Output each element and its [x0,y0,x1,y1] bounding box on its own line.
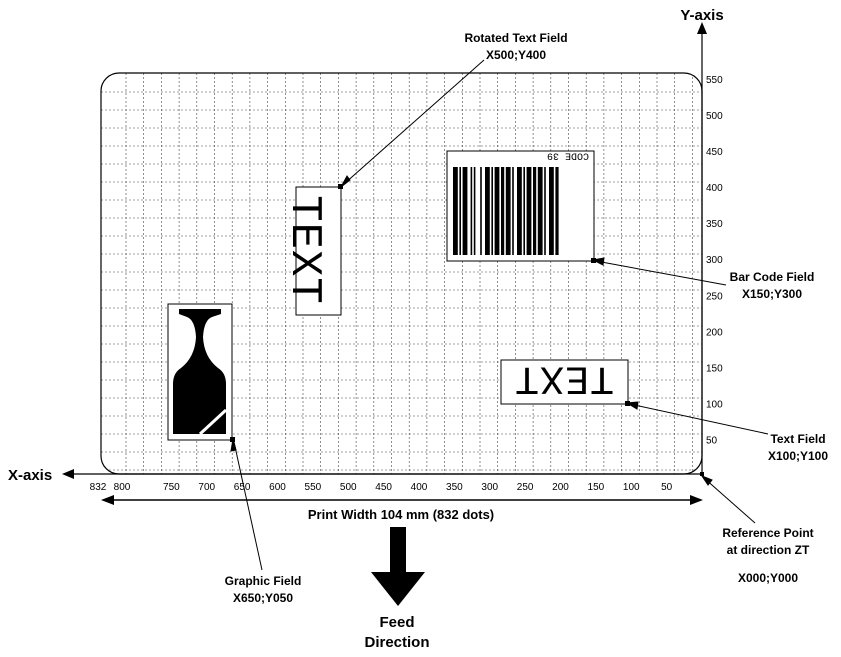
barcode-bar [473,167,476,255]
glass-graphic [173,309,226,434]
x-axis-arrowhead [62,469,74,479]
x-tick-label: 600 [269,482,286,493]
graphic-field [167,303,235,442]
y-tick-label: 300 [706,255,723,266]
y-tick-label: 100 [706,399,723,410]
x-tick-label: 150 [588,482,605,493]
x-tick-label: 650 [234,482,251,493]
barcode-bar [462,167,468,255]
x-tick-label: 350 [446,482,463,493]
barcode-bar [523,167,525,255]
x-tick-label: 100 [623,482,640,493]
grid [101,73,702,474]
reference-callout-coords: X000;Y000 [738,571,798,585]
reference-point-marker [700,472,704,476]
x-axis-label: X-axis [8,467,52,484]
x-tick-label: 550 [305,482,322,493]
y-tick-label: 500 [706,111,723,122]
y-tick-label: 150 [706,363,723,374]
print-width-arrow-right [690,495,703,505]
text-field: TEXT [500,355,630,406]
graphic-callout-title: Graphic Field [225,574,302,588]
barcode-bar [533,167,537,255]
barcode-bar [501,167,505,255]
y-axis-arrowhead [697,22,707,34]
feed-direction-arrow [371,527,425,606]
text-field-callout-coords: X100;Y100 [768,449,828,463]
bar-code-callout-title: Bar Code Field [730,270,815,284]
barcode-bar [480,167,482,255]
text-field-content: TEXT [514,355,614,400]
x-tick-label: 50 [661,482,673,493]
callout-leaders [230,59,769,571]
barcode-bar [555,167,559,255]
barcode-bar [549,167,554,255]
barcode-bar [512,167,514,255]
text-field-callout-title: Text Field [770,432,825,446]
x-tick-label: 700 [198,482,215,493]
barcode-bar [485,167,490,255]
print-width-arrow-left [101,495,114,505]
x-tick-label: 800 [114,482,131,493]
barcode-bar [453,167,458,255]
x-tick-label: 500 [340,482,357,493]
x-tick-label: 832 [90,482,107,493]
feed-label-line2: Direction [364,634,429,651]
y-tick-label: 400 [706,183,723,194]
graphic-callout-coords: X650;Y050 [233,591,293,605]
x-tick-label: 250 [517,482,534,493]
barcode-bar [470,167,473,255]
rotated-text-content: TEXT [279,195,329,305]
print-width-label: Print Width 104 mm (832 dots) [308,507,494,522]
barcode-bar [491,167,493,255]
barcode-bars [453,167,559,255]
x-tick-label: 300 [481,482,498,493]
rotated-text-callout-coords: X500;Y400 [486,48,546,62]
y-axis-label: Y-axis [680,7,723,24]
reference-callout-title1: Reference Point [722,526,813,540]
barcode-bar [537,167,543,255]
x-tick-labels: 832 800 750 700 650 600 550 500 450 400 350 300 250 2… [90,482,673,493]
x-tick-label: 450 [375,482,392,493]
y-tick-label: 550 [706,75,723,86]
feed-label-line1: Feed [379,614,414,631]
barcode-caption: CODE 39 [547,149,589,160]
barcode-bar [526,167,532,255]
x-tick-label: 400 [411,482,428,493]
x-tick-label: 750 [163,482,180,493]
x-tick-label: 200 [552,482,569,493]
bar-code-callout-coords: X150;Y300 [742,287,802,301]
barcode-bar [517,167,522,255]
barcode-bar [544,167,546,255]
rotated-text-field: TEXT [279,184,343,316]
y-tick-label: 200 [706,327,723,338]
reference-callout-title2: at direction ZT [727,543,810,557]
y-tick-label: 350 [706,219,723,230]
y-tick-labels: 550 500 450 400 350 300 250 200 150 100 50 [706,75,723,447]
bar-code-field: CODE 39 [446,149,596,263]
barcode-bar [494,167,500,255]
y-tick-label: 50 [706,435,718,446]
barcode-bar [459,167,461,255]
y-tick-label: 250 [706,291,723,302]
rotated-text-callout-title: Rotated Text Field [464,31,567,45]
y-tick-label: 450 [706,147,723,158]
barcode-bar [505,167,511,255]
